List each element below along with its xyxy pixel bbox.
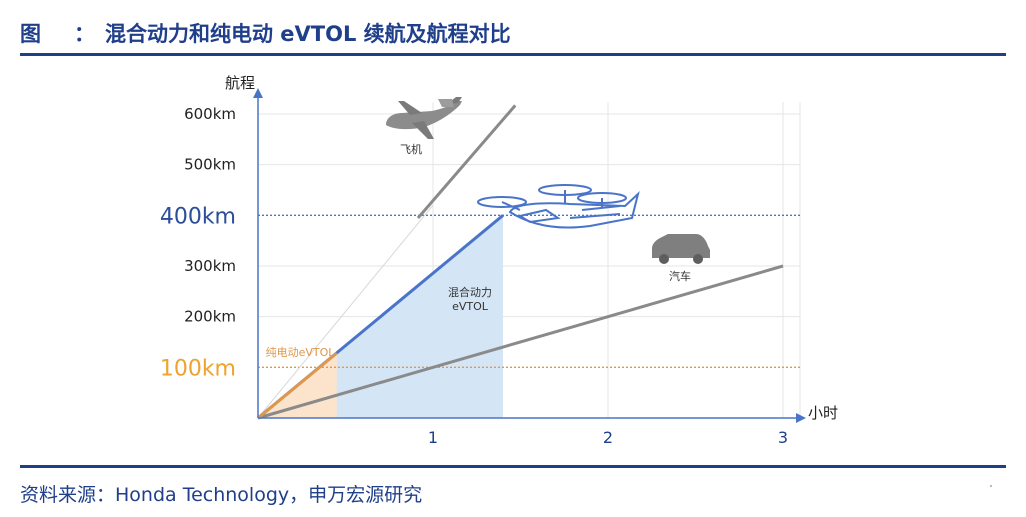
- y-tick-label: 400km: [160, 204, 236, 229]
- helper-line: [257, 204, 434, 419]
- figure-label: 图: [20, 22, 41, 46]
- hybrid-annotation-line2: eVTOL: [452, 300, 489, 313]
- figure-title-text: 混合动力和纯电动 eVTOL 续航及航程对比: [105, 22, 511, 46]
- x-axis-label: 小时: [808, 404, 838, 422]
- figure-title: 图 ： 混合动力和纯电动 eVTOL 续航及航程对比: [20, 18, 511, 48]
- y-tick-label: 300km: [184, 257, 236, 275]
- y-tick-label: 600km: [184, 105, 236, 123]
- y-axis-label: 航程: [225, 74, 255, 92]
- hybrid-annotation-line1: 混合动力: [448, 285, 492, 299]
- x-tick-label: 3: [778, 428, 788, 447]
- series-car-line: [257, 264, 784, 420]
- electric-annotation: 纯电动eVTOL: [266, 346, 336, 359]
- airplane-annotation: 飞机: [400, 142, 422, 156]
- x-axis-arrow: [796, 413, 806, 423]
- y-tick-label: 200km: [184, 308, 236, 326]
- y-tick-label: 100km: [160, 356, 236, 381]
- car-annotation: 汽车: [669, 269, 691, 283]
- series-airplane-line: [416, 104, 517, 219]
- figure-colon: ：: [74, 22, 95, 46]
- evtol-aircraft-icon: [477, 184, 640, 229]
- header-rule: [20, 53, 1006, 56]
- x-tick-label: 1: [428, 428, 438, 447]
- car-icon: [652, 234, 710, 264]
- source-note: 资料来源：Honda Technology，申万宏源研究: [20, 484, 423, 506]
- y-axis-arrow: [253, 88, 263, 98]
- series-electric-line: [257, 351, 338, 420]
- y-tick-label: 500km: [184, 156, 236, 174]
- x-tick-label: 2: [603, 428, 613, 447]
- page-dot: [990, 485, 992, 487]
- footer-rule: [20, 465, 1006, 468]
- airplane-icon: [386, 97, 462, 139]
